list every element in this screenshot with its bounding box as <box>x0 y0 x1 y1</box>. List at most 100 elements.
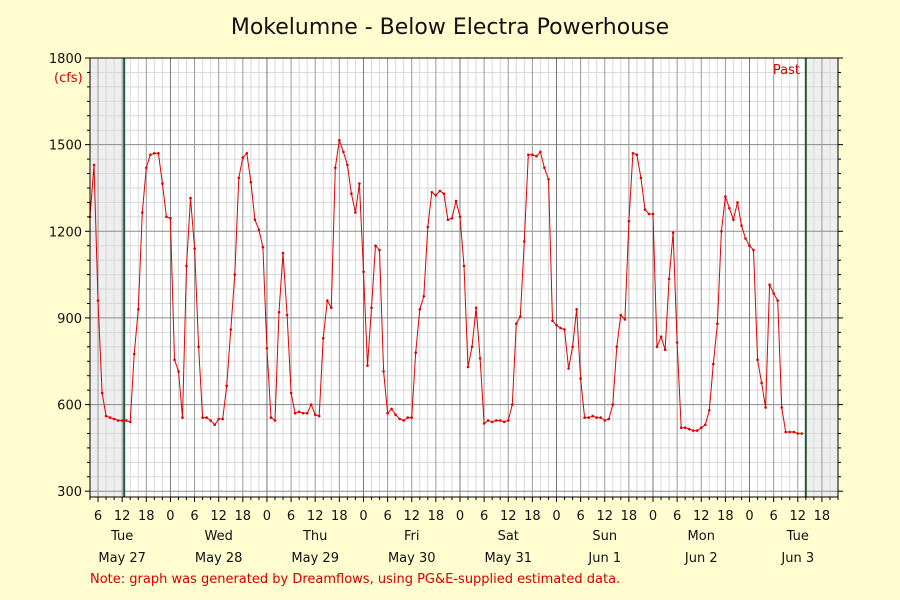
x-day-label: Wed <box>205 529 233 544</box>
data-point <box>619 313 623 317</box>
data-point <box>466 365 470 369</box>
data-point <box>338 139 341 142</box>
data-point <box>317 414 321 418</box>
x-date-label: May 28 <box>195 551 243 566</box>
data-point <box>257 228 261 232</box>
x-tick-label: 6 <box>383 509 391 524</box>
footnote: Note: graph was generated by Dreamflows,… <box>90 572 620 587</box>
data-point <box>490 420 494 424</box>
data-point <box>382 370 385 373</box>
x-tick-label: 6 <box>673 509 681 524</box>
data-point <box>744 237 747 240</box>
data-point <box>462 264 466 268</box>
data-point <box>116 419 120 422</box>
data-point <box>627 219 631 223</box>
data-point <box>575 308 578 311</box>
data-point <box>96 299 100 302</box>
data-point <box>185 264 188 268</box>
data-point <box>217 417 220 421</box>
x-tick-label: 0 <box>166 509 174 524</box>
data-point <box>112 417 116 421</box>
data-point <box>535 154 538 158</box>
data-point <box>611 403 615 406</box>
data-point <box>165 215 168 219</box>
plot-frame <box>89 57 839 498</box>
data-point <box>145 166 148 170</box>
data-point <box>128 420 132 424</box>
data-point <box>293 411 297 415</box>
x-tick-label: 12 <box>210 509 227 524</box>
data-point <box>177 370 180 373</box>
data-point <box>237 176 241 180</box>
data-point <box>543 166 546 170</box>
data-point <box>350 192 353 195</box>
data-point <box>261 245 265 249</box>
x-tick-label: 6 <box>576 509 584 524</box>
data-point <box>426 225 430 229</box>
x-tick-label: 18 <box>138 509 155 524</box>
data-point <box>181 416 184 419</box>
x-day-label: Thu <box>302 529 327 544</box>
x-day-label: Fri <box>404 529 420 544</box>
data-point <box>519 315 522 318</box>
data-point <box>511 403 514 406</box>
x-tick-label: 12 <box>403 509 420 524</box>
data-point <box>334 166 337 170</box>
data-point <box>358 182 361 185</box>
x-tick-label: 0 <box>263 509 271 524</box>
data-point <box>321 336 325 340</box>
data-point <box>567 367 570 370</box>
data-point <box>704 423 707 427</box>
x-date-label: May 27 <box>98 551 146 566</box>
data-point <box>587 416 590 419</box>
x-date-label: Jun 3 <box>780 551 814 566</box>
data-point <box>671 231 675 234</box>
data-point <box>100 391 104 395</box>
data-point <box>470 345 474 349</box>
data-point <box>591 414 594 418</box>
data-point <box>326 299 329 302</box>
data-point <box>422 295 426 298</box>
data-point <box>446 218 450 221</box>
data-point <box>414 351 418 354</box>
data-point <box>780 406 783 409</box>
data-point <box>430 191 434 194</box>
data-point <box>579 377 582 380</box>
x-tick-label: 6 <box>190 509 198 524</box>
data-point <box>659 335 663 339</box>
y-tick-label: 300 <box>57 485 82 500</box>
y-tick-label: 1200 <box>49 225 82 240</box>
data-point <box>342 150 345 154</box>
x-tick-label: 12 <box>596 509 613 524</box>
x-tick-label: 18 <box>331 509 348 524</box>
data-point <box>402 419 406 422</box>
data-point <box>792 430 796 434</box>
data-point <box>523 240 526 243</box>
data-point <box>599 416 602 419</box>
data-point <box>675 341 679 344</box>
data-point <box>583 416 586 419</box>
y-axis: 1800 1500 1200 900 600 300 <box>49 52 843 500</box>
data-point <box>506 419 510 422</box>
x-tick-label: 0 <box>649 509 657 524</box>
data-point <box>201 416 204 419</box>
data-point <box>768 283 771 287</box>
data-point <box>366 364 369 367</box>
x-tick-label: 12 <box>790 509 807 524</box>
y-tick-label: 1800 <box>49 52 82 67</box>
data-point <box>434 193 438 197</box>
data-point <box>442 192 446 195</box>
data-point <box>736 201 739 204</box>
data-point <box>502 420 506 424</box>
x-day-label: Sun <box>592 529 617 544</box>
x-tick-label: 18 <box>814 509 831 524</box>
data-point <box>559 326 562 330</box>
data-point <box>571 345 574 349</box>
plot-border <box>89 57 839 498</box>
data-point <box>527 153 530 157</box>
data-point <box>667 277 671 281</box>
data-point <box>209 419 212 422</box>
data-point <box>539 150 542 154</box>
data-point <box>173 358 176 362</box>
